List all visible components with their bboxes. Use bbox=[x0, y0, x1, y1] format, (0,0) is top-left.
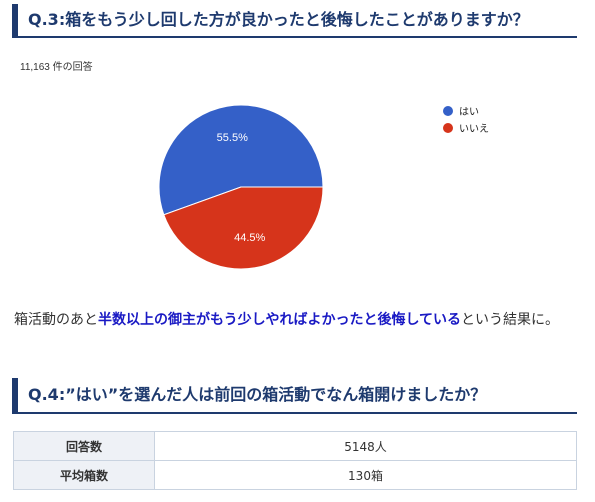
legend-item-no: いいえ bbox=[443, 119, 489, 136]
response-count: 11,163 件の回答 bbox=[20, 62, 93, 73]
legend-dot-no bbox=[443, 122, 453, 133]
row-label-average: 平均箱数 bbox=[13, 460, 155, 490]
row-label-responses: 回答数 bbox=[13, 431, 155, 461]
pie-slice-1 bbox=[163, 186, 324, 270]
q3-heading: Q.3:箱をもう少し回した方が良かったと後悔したことがありますか？ bbox=[12, 4, 577, 38]
pie-slice-0 bbox=[158, 104, 324, 216]
legend-dot-yes bbox=[443, 105, 453, 116]
pie-chart: 55.5% 44.5% bbox=[158, 104, 324, 270]
table-row: 回答数 5148人 bbox=[13, 431, 577, 461]
legend-label-yes: はい bbox=[459, 107, 479, 118]
body-text: 箱活動のあと半数以上の御主がもう少しやればよかったと後悔しているという結果に。 bbox=[14, 308, 580, 333]
summary-table: 回答数 5148人 平均箱数 130箱 bbox=[13, 431, 577, 490]
chart-legend: はい いいえ bbox=[443, 102, 489, 136]
q4-heading: Q.4:”はい”を選んだ人は前回の箱活動でなん箱開けましたか？ bbox=[12, 378, 577, 414]
row-value-average: 130箱 bbox=[154, 460, 577, 490]
legend-label-no: いいえ bbox=[459, 124, 489, 135]
body-highlight: 半数以上の御主がもう少しやればよかったと後悔している bbox=[98, 312, 462, 328]
body-prefix: 箱活動のあと bbox=[14, 312, 98, 328]
pie-label-1: 44.5% bbox=[234, 232, 265, 244]
body-suffix: という結果に。 bbox=[461, 312, 560, 328]
legend-item-yes: はい bbox=[443, 102, 489, 119]
table-row: 平均箱数 130箱 bbox=[13, 460, 577, 490]
row-value-responses: 5148人 bbox=[154, 431, 577, 461]
pie-label-0: 55.5% bbox=[217, 132, 248, 144]
